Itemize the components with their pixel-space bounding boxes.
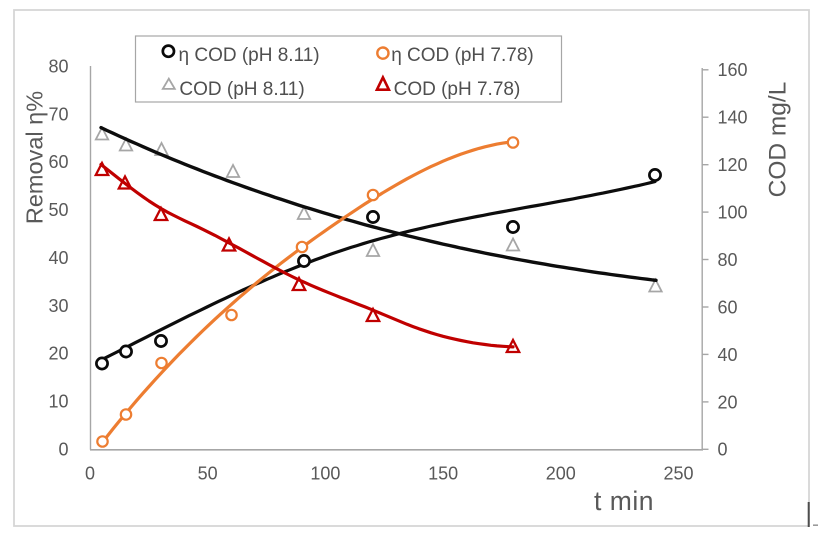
svg-text:60: 60 xyxy=(48,152,68,172)
svg-text:100: 100 xyxy=(718,203,748,223)
svg-text:COD (pH 7.78): COD (pH 7.78) xyxy=(394,79,521,100)
svg-text:140: 140 xyxy=(718,108,748,128)
svg-text:t min: t min xyxy=(594,486,654,516)
svg-text:20: 20 xyxy=(718,392,738,412)
svg-text:30: 30 xyxy=(48,296,68,316)
svg-text:80: 80 xyxy=(48,56,68,76)
svg-text:0: 0 xyxy=(718,440,728,460)
svg-text:70: 70 xyxy=(48,104,68,124)
svg-text:0: 0 xyxy=(85,464,95,484)
svg-text:160: 160 xyxy=(718,60,748,80)
svg-text:0: 0 xyxy=(58,439,68,459)
svg-text:120: 120 xyxy=(718,155,748,175)
svg-text:250: 250 xyxy=(663,464,693,484)
svg-text:200: 200 xyxy=(546,464,576,484)
svg-text:20: 20 xyxy=(48,344,68,364)
svg-text:COD mg/L: COD mg/L xyxy=(765,82,792,198)
svg-text:150: 150 xyxy=(428,464,458,484)
svg-text:40: 40 xyxy=(718,345,738,365)
svg-text:50: 50 xyxy=(48,200,68,220)
svg-text:50: 50 xyxy=(198,464,218,484)
svg-text:60: 60 xyxy=(718,297,738,317)
svg-text:η COD (pH 8.11): η COD (pH 8.11) xyxy=(179,45,320,66)
svg-text:80: 80 xyxy=(718,250,738,270)
svg-text:COD (pH 8.11): COD (pH 8.11) xyxy=(179,79,304,100)
svg-text:40: 40 xyxy=(48,248,68,268)
svg-text:100: 100 xyxy=(310,464,340,484)
svg-text:η COD (pH 7.78): η COD (pH 7.78) xyxy=(391,45,534,66)
svg-text:Removal η%: Removal η% xyxy=(22,91,48,224)
svg-text:10: 10 xyxy=(48,392,68,412)
